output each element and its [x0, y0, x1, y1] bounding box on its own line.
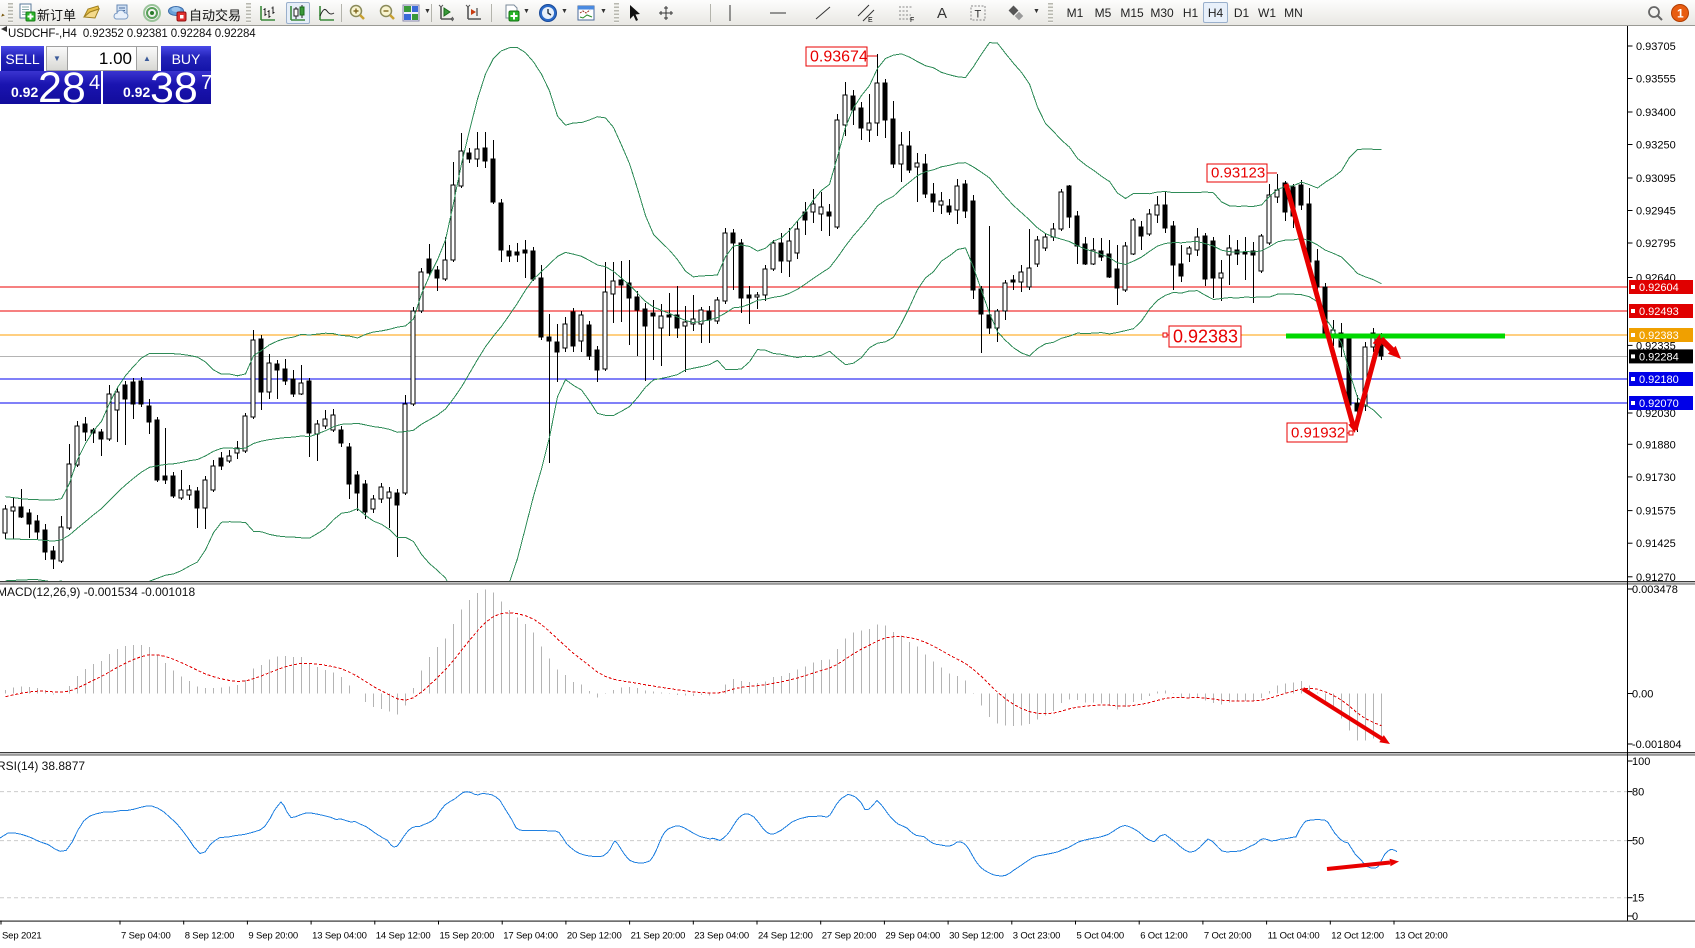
svg-text:30 Sep 12:00: 30 Sep 12:00 — [949, 931, 1004, 942]
svg-text:0.91270: 0.91270 — [1636, 572, 1676, 584]
svg-text:7 Oct 20:00: 7 Oct 20:00 — [1204, 931, 1251, 942]
svg-text:-0.001804: -0.001804 — [1632, 739, 1682, 751]
svg-text:USDCHF-,H4 0.92352 0.92381 0.: USDCHF-,H4 0.92352 0.92381 0.92284 0.922… — [8, 28, 256, 40]
svg-text:1: 1 — [1677, 7, 1684, 21]
svg-text:A: A — [937, 5, 947, 22]
svg-text:0.92383: 0.92383 — [1639, 330, 1679, 342]
svg-text:0.92604: 0.92604 — [1639, 282, 1679, 294]
svg-text:0.93674: 0.93674 — [810, 49, 868, 66]
svg-text:13 Sep 04:00: 13 Sep 04:00 — [312, 931, 367, 942]
svg-text:80: 80 — [1632, 787, 1644, 799]
svg-text:0.92945: 0.92945 — [1636, 206, 1676, 218]
svg-text:27 Sep 20:00: 27 Sep 20:00 — [822, 931, 877, 942]
svg-text:24 Sep 12:00: 24 Sep 12:00 — [758, 931, 813, 942]
svg-text:11 Oct 04:00: 11 Oct 04:00 — [1268, 931, 1320, 942]
svg-text:0.92493: 0.92493 — [1639, 306, 1679, 318]
svg-text:0.00: 0.00 — [1632, 689, 1653, 701]
svg-text:0.91730: 0.91730 — [1636, 472, 1676, 484]
svg-text:0.91932: 0.91932 — [1291, 425, 1345, 442]
svg-text:0.93555: 0.93555 — [1636, 74, 1676, 86]
svg-text:F: F — [910, 17, 914, 23]
svg-text:MACD(12,26,9) -0.001534 -0.001: MACD(12,26,9) -0.001534 -0.001018 — [0, 585, 195, 599]
svg-text:21 Sep 20:00: 21 Sep 20:00 — [631, 931, 686, 942]
svg-text:0.92795: 0.92795 — [1636, 238, 1676, 250]
svg-text:9 Sep 20:00: 9 Sep 20:00 — [248, 931, 298, 942]
svg-text:0.003478: 0.003478 — [1632, 584, 1678, 596]
svg-text:0.91575: 0.91575 — [1636, 506, 1676, 518]
svg-text:15 Sep 20:00: 15 Sep 20:00 — [440, 931, 495, 942]
svg-text:0.92070: 0.92070 — [1639, 398, 1679, 410]
svg-text:0.91880: 0.91880 — [1636, 439, 1676, 451]
svg-text:5 Oct 04:00: 5 Oct 04:00 — [1077, 931, 1124, 942]
svg-text:13 Oct 20:00: 13 Oct 20:00 — [1395, 931, 1448, 942]
svg-text:0.93250: 0.93250 — [1636, 140, 1676, 152]
svg-text:0.93123: 0.93123 — [1211, 165, 1265, 182]
svg-text:0: 0 — [1632, 911, 1638, 923]
svg-text:0.91425: 0.91425 — [1636, 538, 1676, 550]
svg-text:0.93400: 0.93400 — [1636, 107, 1676, 119]
svg-text:Sep 2021: Sep 2021 — [2, 931, 41, 942]
svg-text:100: 100 — [1632, 756, 1650, 768]
svg-text:3 Oct 23:00: 3 Oct 23:00 — [1013, 931, 1060, 942]
svg-text:0.93705: 0.93705 — [1636, 41, 1676, 53]
svg-text:6 Oct 12:00: 6 Oct 12:00 — [1140, 931, 1187, 942]
svg-text:29 Sep 04:00: 29 Sep 04:00 — [885, 931, 940, 942]
svg-text:12 Oct 12:00: 12 Oct 12:00 — [1331, 931, 1384, 942]
svg-text:14 Sep 12:00: 14 Sep 12:00 — [376, 931, 431, 942]
svg-text:20 Sep 12:00: 20 Sep 12:00 — [567, 931, 622, 942]
svg-text:E: E — [868, 17, 873, 23]
svg-text:0.92383: 0.92383 — [1173, 327, 1238, 347]
svg-text:50: 50 — [1632, 836, 1644, 848]
svg-text:0.92180: 0.92180 — [1639, 374, 1679, 386]
svg-text:T: T — [975, 9, 982, 21]
svg-text:23 Sep 04:00: 23 Sep 04:00 — [694, 931, 749, 942]
svg-text:0.92030: 0.92030 — [1636, 408, 1676, 420]
svg-text:15: 15 — [1632, 893, 1644, 905]
svg-text:0.93095: 0.93095 — [1636, 173, 1676, 185]
svg-text:RSI(14) 38.8877: RSI(14) 38.8877 — [0, 759, 85, 773]
svg-text:8 Sep 12:00: 8 Sep 12:00 — [185, 931, 235, 942]
svg-text:7 Sep 04:00: 7 Sep 04:00 — [121, 931, 171, 942]
svg-text:0.92284: 0.92284 — [1639, 351, 1679, 363]
svg-text:17 Sep 04:00: 17 Sep 04:00 — [503, 931, 558, 942]
